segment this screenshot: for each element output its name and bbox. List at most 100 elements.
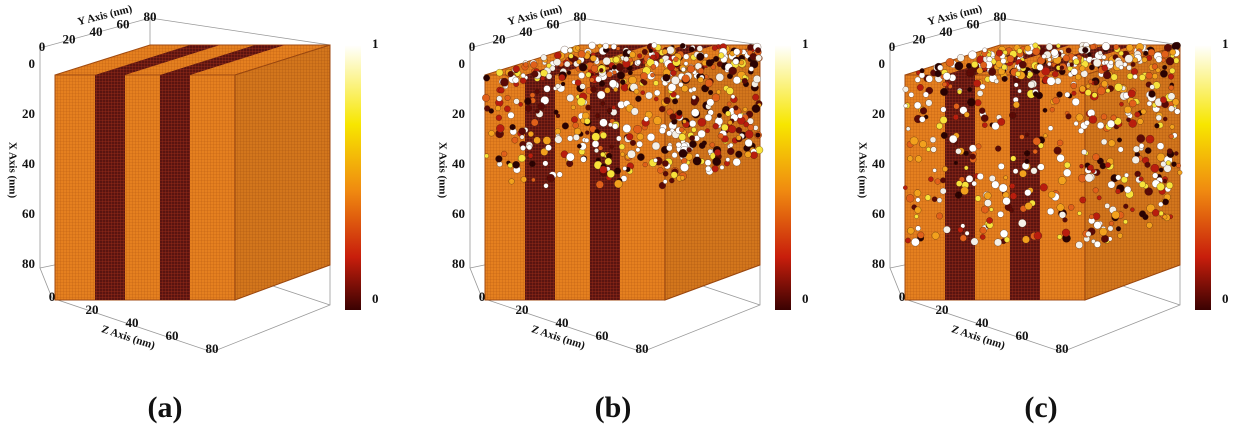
particle (640, 72, 647, 79)
particle (637, 54, 642, 59)
particle (932, 232, 939, 239)
particle (1024, 150, 1030, 156)
particle (673, 57, 678, 62)
particle (1098, 51, 1102, 55)
particle (1097, 196, 1101, 200)
particle (705, 114, 712, 121)
particle (528, 153, 533, 158)
particle (1166, 57, 1174, 65)
particle (1141, 109, 1146, 114)
particle (1033, 149, 1038, 154)
particle (659, 58, 664, 63)
particle (624, 56, 629, 61)
particle (689, 135, 694, 140)
particle (1101, 139, 1107, 145)
particle (1099, 228, 1107, 236)
particle (1108, 181, 1115, 188)
z-tick-label: 0 (899, 289, 906, 304)
particle (918, 232, 925, 239)
particle (964, 151, 969, 156)
particle (930, 137, 936, 143)
particle (1093, 213, 1100, 220)
particle (745, 139, 753, 147)
particle (914, 190, 921, 197)
particle (1133, 74, 1138, 79)
particle (710, 142, 715, 147)
particle (607, 72, 613, 78)
particle (697, 53, 705, 61)
particle (971, 238, 978, 245)
z-tick-label: 60 (166, 328, 179, 343)
particle (1089, 65, 1094, 70)
particle (1060, 66, 1064, 70)
particle (628, 58, 632, 62)
particle (928, 177, 933, 182)
particle (967, 87, 972, 92)
particle (662, 49, 667, 54)
particle (1010, 183, 1015, 188)
particle (508, 112, 515, 119)
particle (1103, 71, 1111, 79)
particle (734, 49, 741, 56)
particle (521, 73, 526, 78)
particle (543, 161, 548, 166)
x-tick-label: 20 (22, 106, 35, 121)
particle (550, 66, 555, 71)
particle (733, 59, 739, 65)
particle (1111, 115, 1117, 121)
particle (573, 122, 579, 128)
particle (1151, 164, 1159, 172)
colorbar (345, 45, 361, 310)
particle (1079, 86, 1085, 92)
particle (631, 108, 638, 115)
particle (941, 107, 947, 113)
particle (1160, 70, 1167, 77)
particle (1156, 56, 1162, 62)
particle (484, 154, 488, 158)
particle (1094, 241, 1100, 247)
particle (677, 110, 683, 116)
particle (652, 142, 660, 150)
particle (698, 68, 704, 74)
particle (578, 51, 585, 58)
particle (1085, 89, 1091, 95)
particle (1127, 73, 1133, 79)
particle (636, 60, 641, 65)
particle (1135, 112, 1140, 117)
particle (520, 135, 524, 139)
particle (1152, 64, 1158, 70)
y-tick-label: 20 (913, 31, 926, 46)
particle (582, 112, 589, 119)
particle (619, 144, 625, 150)
particle (520, 78, 526, 84)
particle (1102, 55, 1106, 59)
particle (684, 62, 688, 66)
particle (1053, 97, 1060, 104)
particle (614, 168, 621, 175)
particle (729, 67, 737, 75)
particle (659, 127, 665, 133)
particle (994, 79, 999, 84)
particle (1159, 211, 1164, 216)
particle (743, 107, 747, 111)
particle (482, 94, 489, 101)
particle (557, 172, 563, 178)
particle (739, 60, 744, 65)
y-tick-label: 60 (117, 16, 130, 31)
particle (1169, 85, 1174, 90)
particle (698, 130, 706, 138)
particle (987, 57, 992, 62)
z-tick-label: 0 (479, 289, 486, 304)
particle (613, 71, 617, 75)
particle (1064, 162, 1070, 168)
particle (1009, 112, 1016, 119)
particle (671, 76, 679, 84)
particle (996, 50, 1002, 56)
caption: (a) (148, 391, 183, 424)
particle (998, 163, 1004, 169)
x-tick-label: 0 (879, 56, 886, 71)
particle (999, 184, 1007, 192)
particle (721, 124, 728, 131)
particle (1047, 62, 1051, 66)
